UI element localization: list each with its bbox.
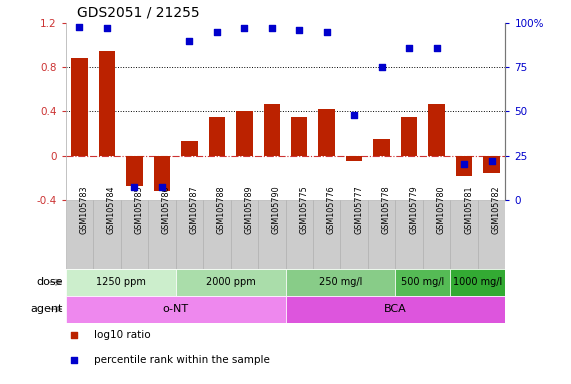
Point xyxy=(70,332,79,338)
Text: GSM105787: GSM105787 xyxy=(190,186,198,234)
Bar xyxy=(286,269,395,296)
Bar xyxy=(456,156,472,177)
Bar xyxy=(373,139,390,156)
Text: GDS2051 / 21255: GDS2051 / 21255 xyxy=(77,5,200,19)
Bar xyxy=(120,200,148,269)
Text: 1250 ppm: 1250 ppm xyxy=(96,277,146,287)
Bar xyxy=(319,109,335,156)
Bar xyxy=(231,200,258,269)
Bar xyxy=(286,200,313,269)
Text: GSM105782: GSM105782 xyxy=(492,186,501,234)
Text: GSM105786: GSM105786 xyxy=(162,186,171,234)
Bar xyxy=(93,200,120,269)
Bar xyxy=(71,58,88,156)
Bar xyxy=(154,156,170,191)
Text: 250 mg/l: 250 mg/l xyxy=(319,277,362,287)
Bar xyxy=(346,156,363,161)
Bar xyxy=(401,117,417,156)
Point xyxy=(322,29,331,35)
Bar xyxy=(423,200,451,269)
Bar xyxy=(203,200,231,269)
Point xyxy=(405,45,414,51)
Point xyxy=(185,38,194,44)
Text: dose: dose xyxy=(37,277,63,287)
Bar xyxy=(66,200,93,269)
Bar xyxy=(258,200,286,269)
Text: GSM105781: GSM105781 xyxy=(464,186,473,234)
Bar xyxy=(263,104,280,156)
Bar xyxy=(99,51,115,156)
Text: GSM105779: GSM105779 xyxy=(409,186,418,234)
Text: BCA: BCA xyxy=(384,304,407,314)
Bar xyxy=(395,269,451,296)
Bar xyxy=(478,200,505,269)
Point xyxy=(70,357,79,363)
Text: GSM105783: GSM105783 xyxy=(79,186,89,234)
Point xyxy=(130,184,139,190)
Text: agent: agent xyxy=(30,304,63,314)
Text: GSM105784: GSM105784 xyxy=(107,186,116,234)
Text: percentile rank within the sample: percentile rank within the sample xyxy=(94,355,270,365)
Bar xyxy=(291,117,307,156)
Bar xyxy=(313,200,340,269)
Point xyxy=(432,45,441,51)
Bar xyxy=(286,296,505,323)
Text: 1000 mg/l: 1000 mg/l xyxy=(453,277,502,287)
Bar xyxy=(483,156,500,173)
Text: GSM105778: GSM105778 xyxy=(381,186,391,234)
Point xyxy=(295,27,304,33)
Point xyxy=(487,158,496,164)
Bar xyxy=(451,200,478,269)
Bar xyxy=(236,111,252,156)
Bar xyxy=(208,117,225,156)
Text: log10 ratio: log10 ratio xyxy=(94,330,151,340)
Text: GSM105790: GSM105790 xyxy=(272,186,281,234)
Point xyxy=(157,184,166,190)
Text: GSM105775: GSM105775 xyxy=(299,186,308,234)
Point xyxy=(377,64,386,70)
Point xyxy=(240,25,249,31)
Text: GSM105776: GSM105776 xyxy=(327,186,336,234)
Bar xyxy=(451,269,505,296)
Point xyxy=(267,25,276,31)
Text: GSM105789: GSM105789 xyxy=(244,186,254,234)
Bar xyxy=(395,200,423,269)
Text: GSM105788: GSM105788 xyxy=(217,186,226,234)
Bar xyxy=(340,200,368,269)
Bar xyxy=(368,200,395,269)
Text: GSM105780: GSM105780 xyxy=(437,186,445,234)
Text: 500 mg/l: 500 mg/l xyxy=(401,277,444,287)
Bar xyxy=(181,141,198,156)
Bar xyxy=(66,296,286,323)
Bar xyxy=(66,269,176,296)
Bar xyxy=(176,200,203,269)
Point xyxy=(102,25,111,31)
Text: GSM105785: GSM105785 xyxy=(134,186,143,234)
Point xyxy=(75,23,84,30)
Point xyxy=(349,112,359,118)
Text: o-NT: o-NT xyxy=(163,304,188,314)
Text: 2000 ppm: 2000 ppm xyxy=(206,277,255,287)
Bar xyxy=(176,269,286,296)
Text: GSM105777: GSM105777 xyxy=(354,186,363,234)
Bar xyxy=(148,200,176,269)
Bar xyxy=(428,104,445,156)
Point xyxy=(460,161,469,167)
Point xyxy=(212,29,222,35)
Bar xyxy=(126,156,143,187)
